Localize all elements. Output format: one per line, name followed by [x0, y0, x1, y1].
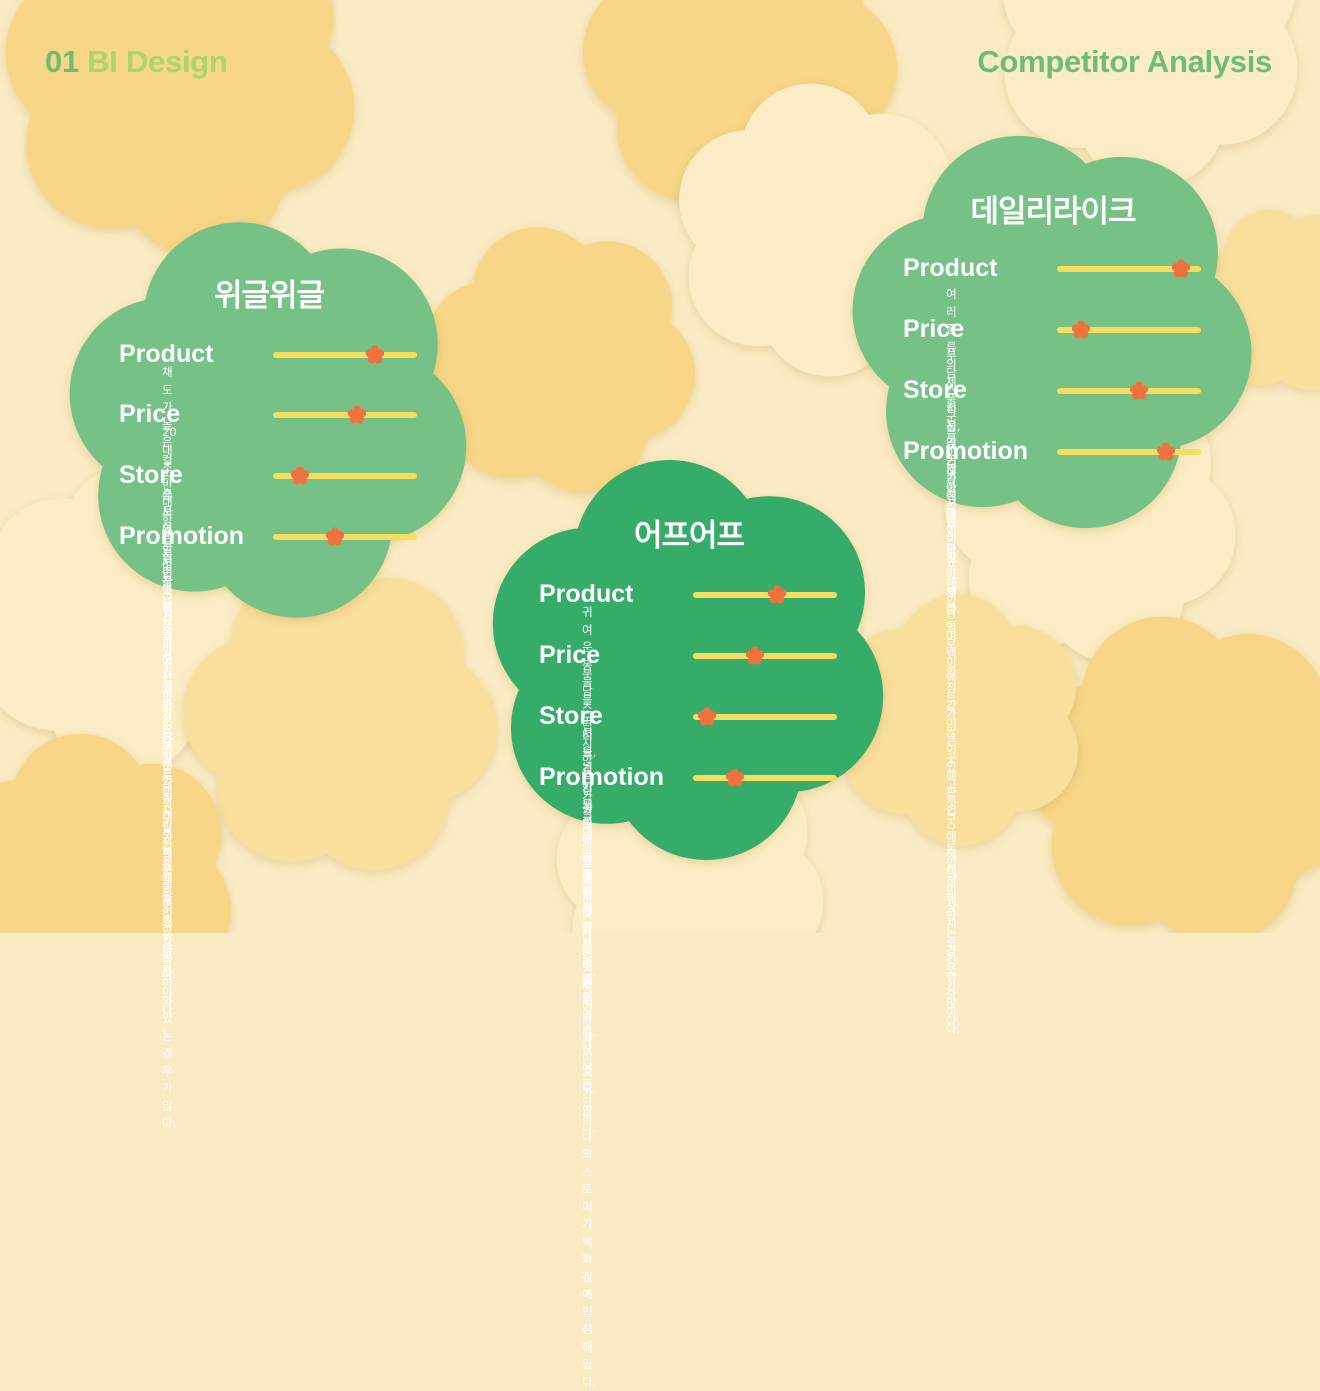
- section-description: 부담스럽지않은 가격대이다.: [946, 348, 961, 555]
- rating-marker: [745, 646, 765, 666]
- rating-marker: [697, 707, 717, 727]
- background-cloud: [0, 733, 231, 933]
- section-label: Store: [119, 461, 183, 489]
- card-cloud: [69, 222, 467, 618]
- rating-marker: [1171, 259, 1191, 279]
- rating-marker: [1129, 381, 1149, 401]
- section-description: 제품군들이 많아 제품별로 이벤트가 많이 있고 첫 구매 혜택이 상시로 진행…: [946, 462, 961, 1036]
- background-clouds: [0, 0, 1320, 933]
- rating-slider: [1057, 320, 1201, 339]
- rating-marker: [325, 527, 345, 547]
- section-label: Promotion: [119, 522, 244, 550]
- competitor-name: 위글위글: [213, 278, 325, 314]
- rating-slider: [273, 345, 417, 364]
- rating-slider: [693, 707, 837, 726]
- card-cloud: [852, 135, 1252, 529]
- rating-marker: [290, 466, 310, 486]
- rating-slider: [273, 527, 417, 546]
- background-cloud: [424, 227, 696, 493]
- rating-slider: [693, 585, 837, 604]
- rating-marker: [767, 585, 787, 605]
- section-label: Product: [539, 580, 634, 608]
- section-label: Promotion: [539, 763, 664, 791]
- section-description: 시즌별로 프로모션이 있으며 세일을 주로 하는 이벤트가 많다.: [162, 547, 177, 981]
- section-label: Price: [119, 400, 181, 428]
- rating-slider: [693, 768, 837, 787]
- section-label: Promotion: [903, 437, 1028, 465]
- background-cloud: [182, 569, 498, 871]
- rating-marker: [725, 768, 745, 788]
- background-cloud: [842, 594, 1078, 846]
- rating-marker: [347, 405, 367, 425]
- rating-slider: [273, 405, 417, 424]
- section-label: Price: [903, 315, 965, 343]
- background-cloud: [1023, 616, 1320, 933]
- section-heading: 01 BI Design: [45, 44, 228, 80]
- section-label: Product: [903, 254, 998, 282]
- rating-slider: [1057, 381, 1201, 400]
- rating-marker: [1156, 442, 1176, 462]
- competitor-card-earpearp: 어프어프 Product 귀여운 동물을 모티브로한 캐릭터를 활용해 만든 제…: [539, 510, 839, 1389]
- section-label: Price: [539, 641, 601, 669]
- section-description: 채도가 높은 컬러를 사용하여 장난스럽고 기발한 스타일로 디자인한 제품들이…: [162, 365, 177, 957]
- section-label: Store: [539, 702, 603, 730]
- section-description: 여러 종류의 제품군들이 많아서 선택지가 많다.: [946, 287, 961, 616]
- section-label: Product: [119, 340, 214, 368]
- competitor-card-wigglewiggle: 위글위글 Product 채도가 높은 컬러를 사용하여 장난스럽고 기발한 스…: [119, 270, 419, 1130]
- section-description: 신상출시 이벤트나 할인 이벤트가 자주있다.: [582, 783, 597, 1095]
- section-label: Store: [903, 376, 967, 404]
- page-title: Competitor Analysis: [977, 44, 1272, 79]
- rating-slider: [1057, 259, 1201, 278]
- rating-slider: [273, 466, 417, 485]
- rating-slider: [1057, 442, 1201, 461]
- rating-slider: [693, 646, 837, 665]
- competitor-card-dailylike: 데일리라이크 Product 여러 종류의 제품군들이 많아서 선택지가 많다.…: [903, 186, 1203, 1036]
- competitor-name: 데일리라이크: [970, 194, 1136, 230]
- rating-marker: [365, 345, 385, 365]
- rating-marker: [1071, 320, 1091, 340]
- card-cloud: [492, 460, 884, 861]
- section-number: 01: [45, 44, 79, 79]
- competitor-name: 어프어프: [633, 518, 745, 554]
- section-title: BI Design: [87, 44, 228, 79]
- background-cloud: [5, 0, 355, 257]
- background-cloud: [1003, 0, 1298, 188]
